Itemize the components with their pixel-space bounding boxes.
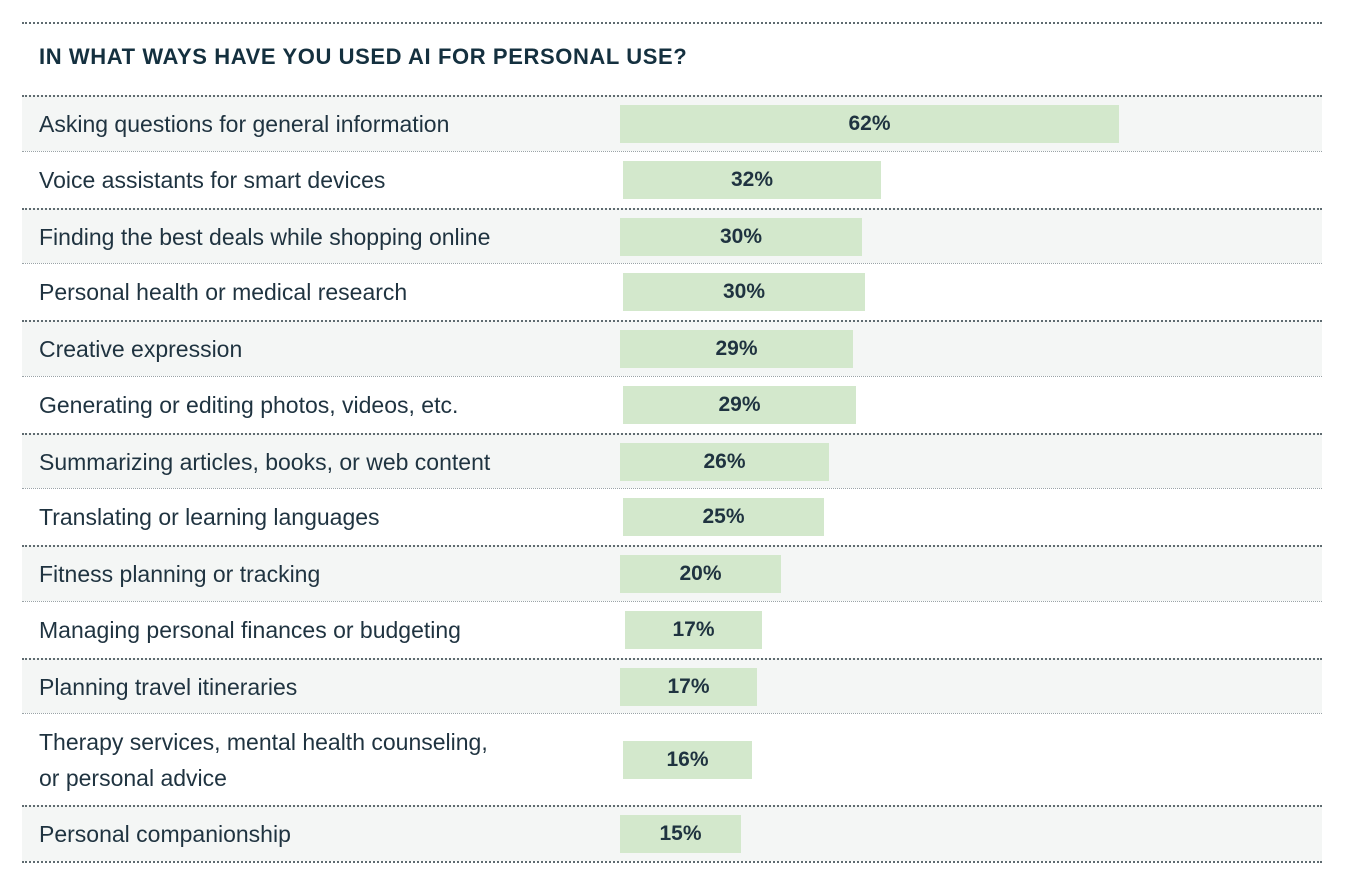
bar-row: Fitness planning or tracking 20% (22, 545, 1322, 601)
category-label: Voice assistants for smart devices (39, 167, 386, 193)
category-label: Finding the best deals while shopping on… (39, 223, 491, 250)
bar: 17% (620, 667, 757, 706)
value-label: 29% (718, 393, 761, 416)
value-label: 62% (848, 112, 891, 135)
bar-row: Personal health or medical research 30% (22, 263, 1322, 320)
bar: 17% (625, 611, 762, 649)
chart-title: IN WHAT WAYS HAVE YOU USED AI FOR PERSON… (39, 44, 688, 69)
value-label: 30% (722, 280, 766, 303)
bar-row: Generating or editing photos, videos, et… (22, 376, 1322, 433)
category-label: Fitness planning or tracking (39, 561, 321, 587)
bar: 29% (620, 330, 853, 368)
value-label: 15% (659, 822, 702, 845)
category-label: Creative expression (39, 336, 243, 362)
bar: 25% (623, 498, 824, 536)
value-label: 32% (730, 168, 774, 191)
value-label: 30% (719, 224, 763, 248)
bar-row: Managing personal finances or budgeting 1… (22, 601, 1322, 658)
bar-rows: Asking questions for general information… (22, 95, 1322, 863)
bar: 29% (623, 386, 856, 424)
category-label: Summarizing articles, books, or web cont… (39, 448, 491, 475)
bar: 26% (620, 442, 829, 481)
bar: 15% (620, 815, 741, 853)
bottom-divider (22, 861, 1322, 863)
category-label: Managing personal finances or budgeting (39, 617, 461, 643)
category-label: Planning travel itineraries (39, 673, 298, 700)
category-label: Asking questions for general information (39, 111, 450, 137)
bar-row: Therapy services, mental health counseli… (22, 713, 1322, 805)
category-label: Personal health or medical research (39, 279, 408, 305)
value-label: 16% (666, 747, 709, 771)
value-label: 17% (672, 618, 715, 641)
bar: 20% (620, 555, 781, 593)
category-label: Generating or editing photos, videos, et… (39, 392, 459, 418)
bar: 16% (623, 740, 752, 779)
bar-row: Planning travel itineraries 17% (22, 658, 1322, 713)
bar-row: Summarizing articles, books, or web cont… (22, 433, 1322, 488)
bar: 30% (620, 217, 862, 256)
bar-row: Translating or learning languages 25% (22, 488, 1322, 545)
bar-row: Personal companionship 15% (22, 805, 1322, 861)
bar: 62% (620, 105, 1119, 143)
value-label: 26% (703, 449, 746, 473)
bar-row: Asking questions for general information… (22, 95, 1322, 151)
bar-row: Voice assistants for smart devices 32% (22, 151, 1322, 208)
bar-row: Finding the best deals while shopping on… (22, 208, 1322, 263)
bar-row: Creative expression 29% (22, 320, 1322, 376)
category-label: Personal companionship (39, 821, 291, 847)
value-label: 20% (679, 562, 722, 585)
category-label: Translating or learning languages (39, 504, 380, 530)
value-label: 17% (667, 674, 710, 698)
top-divider (22, 22, 1322, 24)
bar: 32% (623, 161, 881, 199)
category-label: Therapy services, mental health counseli… (39, 728, 488, 791)
bar: 30% (623, 273, 865, 311)
value-label: 29% (715, 337, 758, 360)
value-label: 25% (702, 505, 745, 528)
